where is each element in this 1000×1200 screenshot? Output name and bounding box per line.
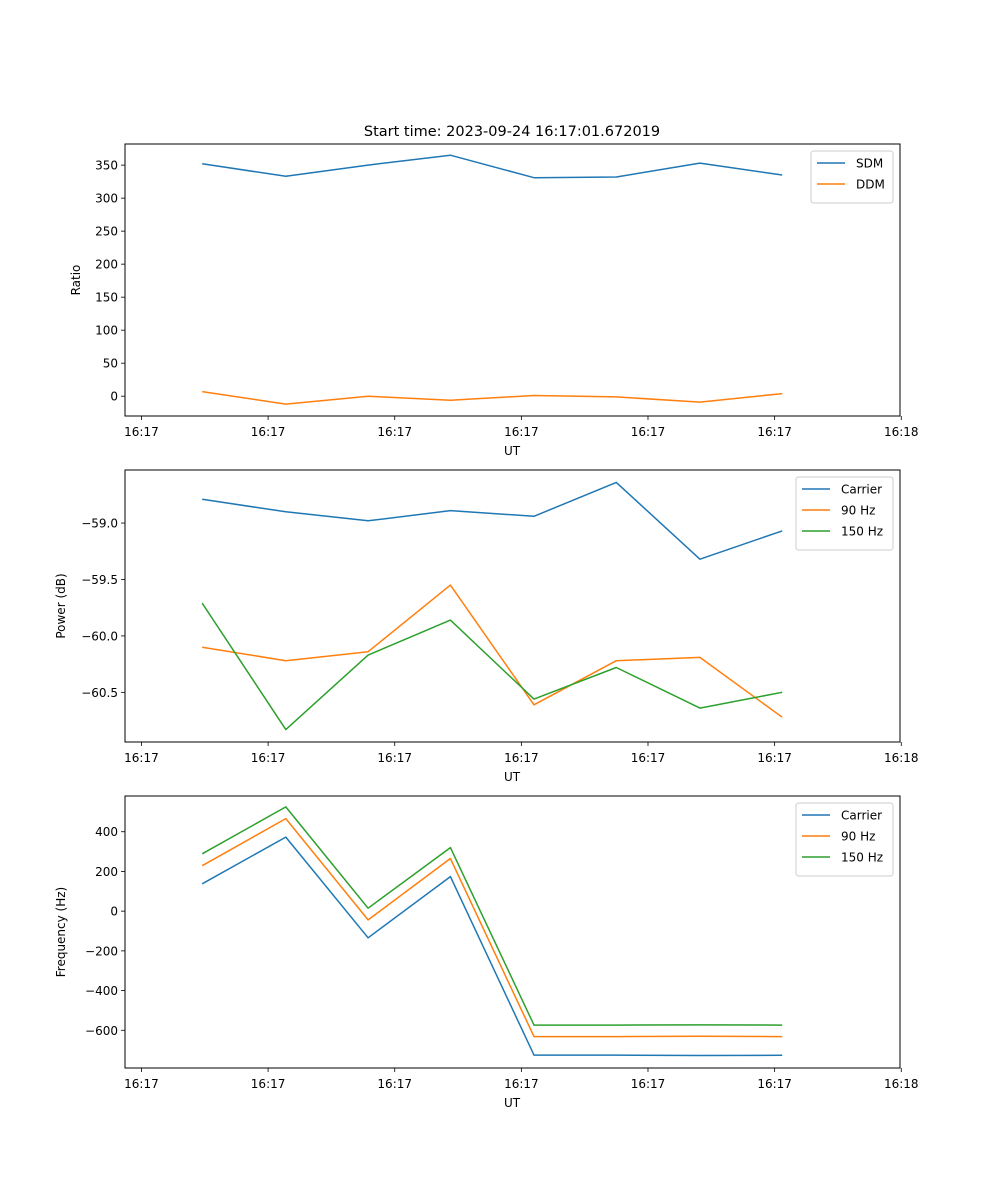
plot-frame [124, 795, 901, 1069]
y-tick-label: 200 [95, 865, 118, 879]
x-tick-label: 16:17 [251, 425, 286, 439]
y-tick-label: −60.5 [81, 686, 118, 700]
legend-box [810, 150, 894, 204]
y-tick-label: 150 [95, 291, 118, 305]
series-line-carrier [202, 481, 783, 560]
legend-label: DDM [856, 178, 885, 192]
x-tick-label: 16:17 [251, 751, 286, 765]
y-tick-label: 250 [95, 225, 118, 239]
x-tick-label: 16:17 [757, 1077, 792, 1091]
x-tick-label: 16:17 [377, 751, 412, 765]
y-tick-label: −59.0 [81, 517, 118, 531]
y-tick-label: 400 [95, 825, 118, 839]
x-tick-label: 16:17 [631, 425, 666, 439]
legend-label: SDM [856, 157, 883, 171]
plot-frame [124, 143, 901, 417]
x-tick-label: 16:17 [631, 1077, 666, 1091]
y-tick-label: −400 [85, 984, 118, 998]
series-line-ddm [202, 390, 783, 405]
y-tick-label: 0 [110, 390, 118, 404]
y-tick-label: 200 [95, 258, 118, 272]
x-tick-label: 16:17 [631, 751, 666, 765]
x-tick-label: 16:17 [124, 1077, 159, 1091]
series-line-150-hz [201, 602, 783, 731]
legend: Carrier 90 Hz 150 Hz [795, 802, 894, 877]
y-axis-label: Frequency (Hz) [54, 887, 68, 978]
chart-panel-2: 16:17 16:17 16:17 16:17 16:17 16:17 16:18 −59.0… [54, 469, 919, 784]
legend-label: Carrier [841, 483, 882, 497]
plot-frame [124, 469, 901, 743]
x-tick-label: 16:17 [757, 425, 792, 439]
x-tick-label: 16:17 [504, 425, 539, 439]
y-tick-label: −60.0 [81, 629, 118, 643]
y-tick-label: 0 [110, 905, 118, 919]
legend-label: 150 Hz [841, 525, 883, 539]
figure-title: Start time: 2023-09-24 16:17:01.672019 [364, 124, 660, 140]
series-line-90-hz [201, 817, 783, 1038]
x-axis-label: UT [504, 444, 521, 458]
y-axis-label: Ratio [69, 265, 83, 296]
series-line-carrier [201, 836, 783, 1057]
legend-label: 90 Hz [841, 504, 875, 518]
chart-panel-3: 16:17 16:17 16:17 16:17 16:17 16:17 16:18 400 20… [54, 795, 919, 1110]
y-axis-label: Power (dB) [54, 573, 68, 638]
series-line-150-hz [201, 806, 783, 1026]
y-tick-label: −59.5 [81, 573, 118, 587]
x-tick-label: 16:17 [377, 425, 412, 439]
x-tick-label: 16:17 [757, 751, 792, 765]
x-tick-label: 16:18 [884, 425, 919, 439]
series-line-sdm [202, 154, 783, 179]
y-tick-label: 100 [95, 324, 118, 338]
x-tick-label: 16:17 [377, 1077, 412, 1091]
y-tick-label: 50 [103, 357, 118, 371]
y-tick-label: −200 [85, 944, 118, 958]
x-axis-label: UT [504, 770, 521, 784]
legend-label: Carrier [841, 809, 882, 823]
x-tick-label: 16:17 [251, 1077, 286, 1091]
x-tick-label: 16:17 [504, 1077, 539, 1091]
x-tick-label: 16:18 [884, 751, 919, 765]
x-tick-label: 16:17 [124, 751, 159, 765]
x-tick-label: 16:17 [124, 425, 159, 439]
legend: Carrier 90 Hz 150 Hz [795, 476, 894, 551]
y-tick-label: 350 [95, 159, 118, 173]
chart-panel-1: 16:17 16:17 16:17 16:17 16:17 16:17 16:18 0 50 10… [69, 143, 919, 458]
y-tick-label: 300 [95, 192, 118, 206]
series-line-90-hz [202, 584, 783, 718]
x-tick-label: 16:18 [884, 1077, 919, 1091]
legend-label: 90 Hz [841, 830, 875, 844]
x-axis-label: UT [504, 1096, 521, 1110]
legend-label: 150 Hz [841, 851, 883, 865]
x-tick-label: 16:17 [504, 751, 539, 765]
legend: SDM DDM [810, 150, 894, 204]
y-tick-label: −600 [85, 1024, 118, 1038]
